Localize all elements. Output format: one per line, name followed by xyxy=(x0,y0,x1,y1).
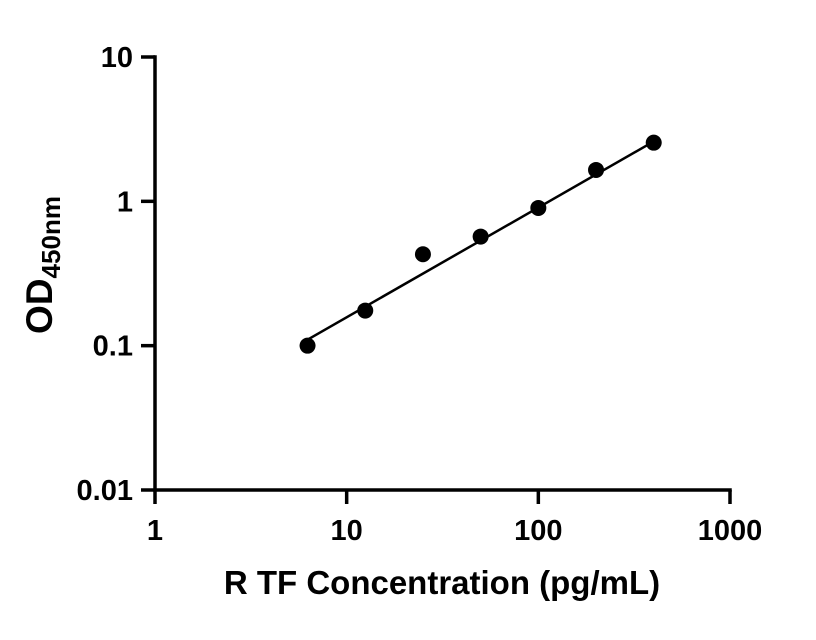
x-axis-label: R TF Concentration (pg/mL) xyxy=(224,564,660,601)
y-tick-label: 10 xyxy=(101,42,133,74)
y-tick-label: 0.01 xyxy=(77,475,133,507)
data-point xyxy=(299,337,316,354)
data-point xyxy=(588,161,605,178)
x-tick-label: 10 xyxy=(331,515,363,547)
y-axis-label: OD450nm xyxy=(19,196,66,334)
data-point xyxy=(472,228,489,245)
x-tick-label: 1 xyxy=(147,515,163,547)
plot-layer: 1 10 100 1000 10 1 0.1 0.01 xyxy=(77,42,763,547)
data-point xyxy=(414,246,431,263)
x-tick-label: 1000 xyxy=(698,515,763,547)
y-axis-label-subscript: 450nm xyxy=(36,196,66,278)
data-point xyxy=(645,134,662,151)
x-tick-label: 100 xyxy=(514,515,562,547)
y-axis-label-main: OD xyxy=(19,278,60,334)
y-tick-label: 1 xyxy=(117,186,133,218)
axes xyxy=(153,55,732,492)
data-point xyxy=(357,302,374,319)
y-tick-label: 0.1 xyxy=(93,331,133,363)
data-point xyxy=(530,199,547,216)
